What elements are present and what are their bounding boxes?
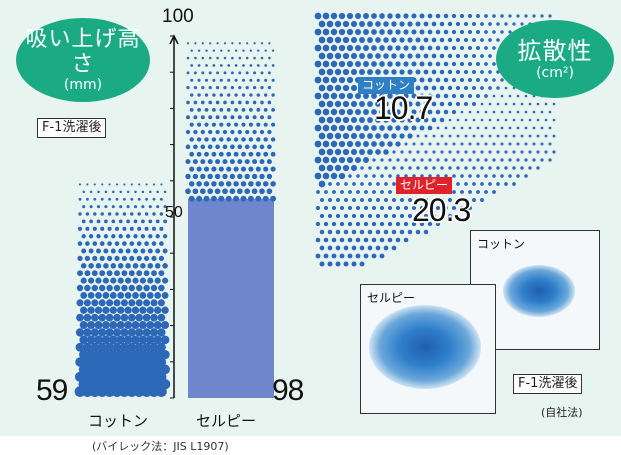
absorb-condition-label: F-1洗濯後 — [37, 118, 107, 138]
spread-value-selpy: 20.3 — [412, 192, 471, 228]
spread-title: 拡散性 — [517, 37, 593, 65]
spread-value-cotton: 10.7 — [374, 90, 433, 126]
photo-selpy: セルピー — [360, 284, 496, 414]
bar-selpy — [185, 42, 277, 398]
stain-cotton-image — [503, 265, 575, 317]
y-axis — [169, 34, 179, 399]
selpy-value-label: 98 — [272, 374, 304, 407]
category-label-selpy: セルピー — [196, 412, 257, 430]
y-tick-label-100: 100 — [162, 6, 194, 27]
spread-tag-cotton: コットン — [358, 77, 415, 94]
y-tick-label-50: 50 — [165, 204, 183, 221]
absorb-method-note: (バイレック法：JIS L1907) — [92, 440, 229, 453]
spread-condition-label: F-1洗濯後 — [513, 374, 583, 394]
absorb-title: 吸い上げ高さ — [25, 27, 141, 77]
spread-unit: (cm²) — [536, 65, 574, 81]
cotton-value-label: 59 — [36, 374, 68, 407]
photo-cotton-label: コットン — [477, 237, 526, 251]
bar-cotton — [74, 183, 171, 397]
photo-selpy-label: セルピー — [367, 291, 416, 305]
spread-badge: 拡散性 (cm²) — [496, 20, 614, 98]
chart-panel: 吸い上げ高さ (mm) 拡散性 (cm²) F-1洗濯後 100 50 59 9… — [0, 0, 621, 436]
absorb-height-badge: 吸い上げ高さ (mm) — [16, 18, 150, 102]
bars-group — [74, 42, 277, 398]
absorb-unit: (mm) — [63, 77, 103, 93]
stain-selpy-image — [369, 305, 481, 389]
spread-tag-selpy: セルピー — [396, 177, 453, 194]
spread-method-note: (自社法) — [541, 406, 583, 419]
category-label-cotton: コットン — [88, 412, 149, 430]
